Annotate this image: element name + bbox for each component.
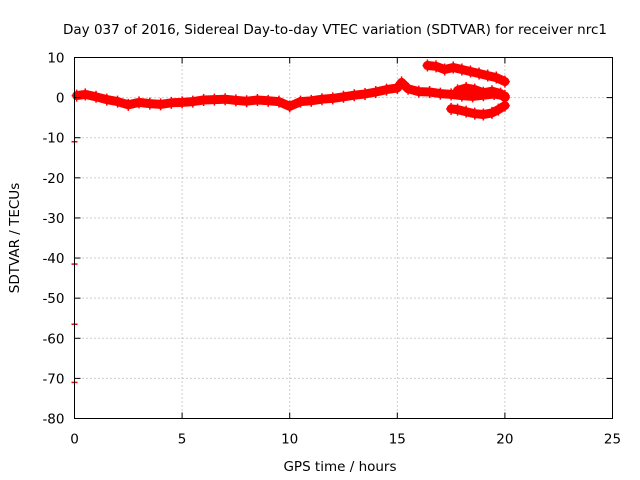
- series-point: [493, 103, 504, 116]
- series-point: [252, 94, 263, 107]
- series-point: [435, 87, 446, 100]
- series-point: [80, 88, 91, 101]
- series-point: [123, 98, 134, 111]
- y-tick-label: 10: [47, 51, 64, 67]
- series-point: [284, 100, 295, 113]
- x-tick-label: 10: [281, 432, 298, 448]
- series-point: [71, 89, 82, 102]
- y-tick-label: -50: [42, 291, 64, 307]
- series-point: [273, 95, 284, 108]
- x-tick-label: 25: [604, 432, 621, 448]
- series-point: [91, 90, 102, 103]
- series-point: [499, 91, 510, 104]
- series-point: [465, 65, 476, 78]
- series-line-2: [422, 61, 510, 87]
- series-point: [486, 106, 497, 119]
- series-point: [439, 63, 450, 76]
- x-tick-label: 20: [496, 432, 513, 448]
- chart-title: Day 037 of 2016, Sidereal Day-to-day VTE…: [63, 22, 607, 38]
- series-point: [381, 83, 392, 96]
- y-tick-label: -10: [42, 131, 64, 147]
- series-point: [241, 95, 252, 108]
- series-point: [263, 94, 274, 107]
- axis-ticks: 0 5 10 15 20 25 10 0 -10 -20 -30 -40 -50 -60 -70 -80: [42, 51, 621, 448]
- series-point: [469, 83, 480, 96]
- series-point: [370, 85, 381, 98]
- series-point: [349, 89, 360, 102]
- series-point: [144, 97, 155, 110]
- series-point: [396, 76, 407, 89]
- series-point: [456, 63, 467, 76]
- y-tick-label: -30: [42, 211, 64, 227]
- series-point: [491, 71, 502, 84]
- series-point: [448, 61, 459, 74]
- series-point: [446, 102, 457, 115]
- y-tick-label: -40: [42, 251, 64, 267]
- y-tick-label: -70: [42, 371, 64, 387]
- series-point: [112, 95, 123, 108]
- y-tick-label: -80: [42, 412, 64, 428]
- series-point: [461, 81, 472, 94]
- plot-frame: [74, 57, 613, 419]
- series-point: [403, 82, 414, 95]
- series-point: [220, 93, 231, 106]
- series-point: [166, 96, 177, 109]
- series-point: [101, 93, 112, 106]
- series-point: [478, 108, 489, 121]
- y-tick-label: -60: [42, 331, 64, 347]
- series-point: [155, 98, 166, 111]
- series-point: [469, 107, 480, 120]
- series-point: [474, 67, 485, 80]
- series-point: [177, 96, 188, 109]
- series-point: [209, 93, 220, 106]
- series-point: [187, 95, 198, 108]
- y-axis-label: SDTVAR / TECUs: [7, 183, 23, 293]
- series-point: [306, 94, 317, 107]
- series-point: [461, 105, 472, 118]
- series-point: [424, 85, 435, 98]
- series-point: [478, 86, 489, 99]
- series-point: [338, 90, 349, 103]
- series-point: [452, 103, 463, 116]
- series-point: [295, 95, 306, 108]
- series-point: [230, 94, 241, 107]
- y-tick-label: -20: [42, 171, 64, 187]
- series-point: [316, 93, 327, 106]
- series-point: [327, 92, 338, 105]
- x-axis-label: GPS time / hours: [283, 459, 396, 475]
- series-point: [431, 60, 442, 73]
- series-point: [134, 96, 145, 109]
- series-point: [392, 81, 403, 94]
- series-point: [422, 59, 433, 72]
- series-point: [452, 84, 463, 97]
- series-point: [360, 88, 371, 101]
- series-point: [486, 85, 497, 98]
- series-point: [499, 75, 510, 88]
- series-point: [198, 94, 209, 107]
- series-point: [482, 69, 493, 82]
- grid-lines: [74, 57, 613, 419]
- x-tick-label: 15: [389, 432, 406, 448]
- series-point: [446, 88, 457, 101]
- y-tick-label: 0: [56, 91, 65, 107]
- x-tick-label: 0: [70, 432, 79, 448]
- data-traces: [71, 59, 510, 121]
- series-point: [413, 85, 424, 98]
- x-tick-label: 5: [178, 432, 187, 448]
